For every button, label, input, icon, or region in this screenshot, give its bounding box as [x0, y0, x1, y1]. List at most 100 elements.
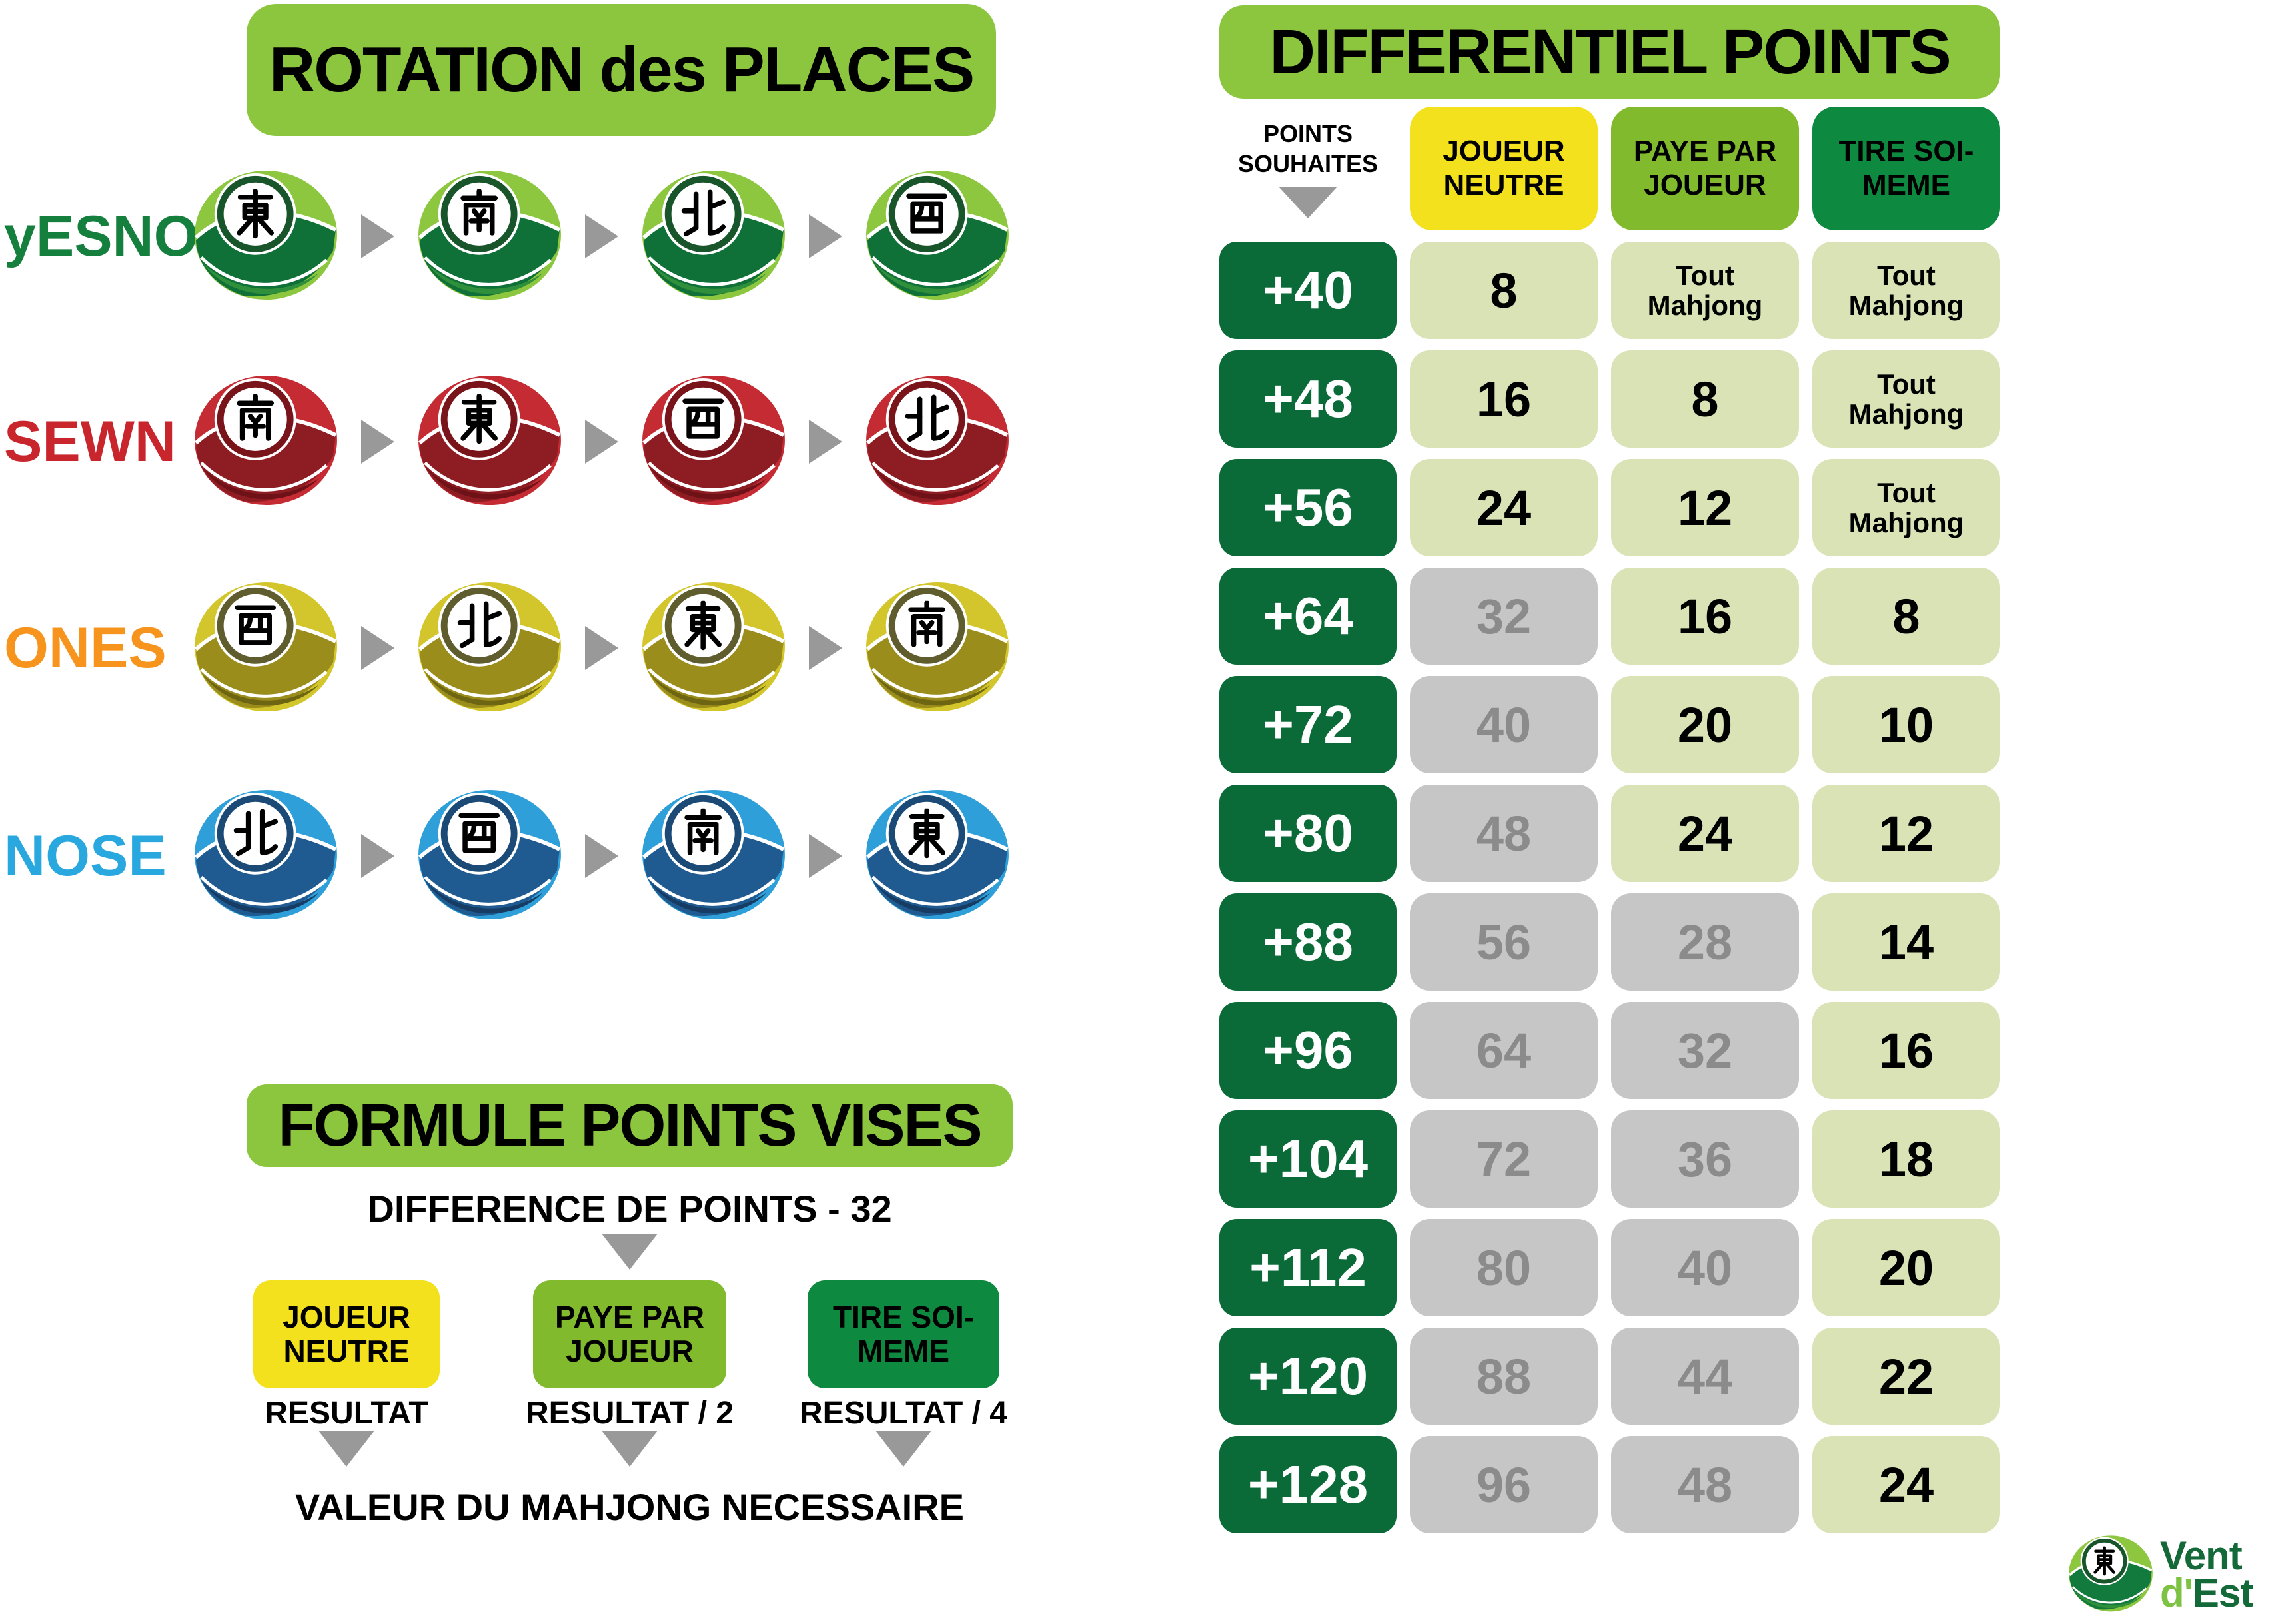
value-cell: 80: [1410, 1219, 1598, 1316]
cell-text: 12: [1878, 805, 1934, 861]
value-cell: 22: [1812, 1328, 2000, 1425]
cell-text: 16: [1677, 588, 1733, 644]
mahjong-ball-south: [866, 582, 1009, 712]
mahjong-ball-north: [866, 375, 1009, 506]
arrow-down-icon: [602, 1234, 658, 1270]
value-cell: 8: [1812, 568, 2000, 665]
value-cell: 88: [1410, 1328, 1598, 1425]
mahjong-ball-south: [195, 375, 337, 506]
value-cell: 96: [1410, 1436, 1598, 1533]
mahjong-ball-north: [195, 789, 337, 920]
value-cell: Tout Mahjong: [1812, 242, 2000, 339]
value-cell: 56: [1410, 893, 1598, 991]
rotation-row-label: NOSE: [4, 823, 167, 888]
cell-text: 88: [1476, 1348, 1532, 1404]
mahjong-ball-west: [418, 789, 561, 920]
logo-vent: Vent: [2160, 1533, 2243, 1579]
rotation-row-yESNO: yESNO: [4, 168, 1010, 305]
arrow-down-icon: [875, 1431, 931, 1467]
points-cell: +88: [1219, 893, 1397, 991]
mahjong-ball-east: [642, 582, 785, 712]
arrow-right-icon: [585, 214, 618, 258]
rotation-title: ROTATION des PLACES: [269, 34, 975, 105]
value-cell: 18: [1812, 1110, 2000, 1208]
mahjong-ball-east: [2069, 1535, 2153, 1612]
value-cell: 16: [1812, 1002, 2000, 1099]
diff-title-banner: DIFFERENTIEL POINTS: [1219, 5, 2000, 99]
value-cell: 64: [1410, 1002, 1598, 1099]
cell-text: 44: [1677, 1348, 1733, 1404]
value-cell: Tout Mahjong: [1611, 242, 1799, 339]
cell-text: Tout Mahjong: [1848, 259, 1964, 321]
cell-text: 64: [1476, 1022, 1532, 1078]
logo-ball: [2068, 1535, 2153, 1614]
column-header-paye-par-joueur: PAYE PAR JOUEUR: [1611, 107, 1799, 230]
rotation-row-label: SEWN: [4, 409, 176, 474]
diff-title: DIFFERENTIEL POINTS: [1269, 16, 1951, 87]
logo-line-2: d'Est: [2160, 1573, 2253, 1613]
value-cell: 10: [1812, 676, 2000, 773]
formule-footer: VALEUR DU MAHJONG NECESSAIRE: [295, 1486, 964, 1528]
value-cell: 28: [1611, 893, 1799, 991]
arrow-right-icon: [809, 214, 842, 258]
points-cell: +64: [1219, 568, 1397, 665]
column-header-label: TIRE SOI-MEME: [1838, 135, 1974, 201]
cell-text: 12: [1677, 480, 1733, 536]
cell-text: 20: [1878, 1240, 1934, 1296]
value-cell: 72: [1410, 1110, 1598, 1208]
formule-box-paye-par-joueur: PAYE PAR JOUEUR: [533, 1280, 726, 1388]
column-header-label: PAYE PAR JOUEUR: [1633, 135, 1777, 201]
logo-est: Est: [2192, 1570, 2253, 1615]
formule-title-banner: FORMULE POINTS VISES: [247, 1084, 1013, 1167]
points-cell: +104: [1219, 1110, 1397, 1208]
value-cell: 36: [1611, 1110, 1799, 1208]
points-cell: +120: [1219, 1328, 1397, 1425]
cell-text: 16: [1476, 371, 1532, 427]
value-cell: Tout Mahjong: [1812, 459, 2000, 556]
cell-text: 40: [1476, 697, 1532, 753]
cell-text: 28: [1677, 914, 1733, 970]
value-cell: 20: [1611, 676, 1799, 773]
points-cell: +40: [1219, 242, 1397, 339]
value-cell: 8: [1611, 350, 1799, 448]
cell-text: 32: [1476, 588, 1532, 644]
mahjong-ball-east: [418, 375, 561, 506]
mahjong-ball-east: [866, 789, 1009, 920]
value-cell: 32: [1611, 1002, 1799, 1099]
arrow-down-icon: [602, 1431, 658, 1467]
rotation-row-label: yESNO: [4, 204, 199, 268]
cell-text: 10: [1878, 697, 1934, 753]
value-cell: 24: [1410, 459, 1598, 556]
value-cell: 48: [1410, 785, 1598, 882]
diff-header-row: POINTS SOUHAITES JOUEUR NEUTRE PAYE PAR …: [1219, 107, 2000, 230]
mahjong-ball-south: [418, 170, 561, 300]
mahjong-ball-west: [195, 582, 337, 712]
arrow-down-icon: [318, 1431, 374, 1467]
cell-text: 8: [1892, 588, 1920, 644]
cell-text: 48: [1476, 805, 1532, 861]
arrow-right-icon: [585, 834, 618, 878]
arrow-right-icon: [809, 420, 842, 464]
cell-text: 20: [1677, 697, 1733, 753]
arrow-right-icon: [809, 834, 842, 878]
formule-result-tire-soi-meme: RESULTAT / 4: [800, 1396, 1007, 1431]
mahjong-ball-east: [195, 170, 337, 300]
points-cell: +48: [1219, 350, 1397, 448]
points-souhaites-label: POINTS SOUHAITES: [1237, 120, 1379, 177]
mahjong-ball-north: [642, 170, 785, 300]
column-header-joueur-neutre: JOUEUR NEUTRE: [1410, 107, 1598, 230]
column-header-points-souhaites: POINTS SOUHAITES: [1219, 107, 1397, 230]
diff-table-rows: +40 8 Tout Mahjong Tout Mahjong +48 16 8 Tout M…: [1219, 242, 2000, 1533]
cell-text: 24: [1677, 805, 1733, 861]
formule-subtitle: DIFFERENCE DE POINTS - 32: [367, 1188, 892, 1230]
arrow-right-icon: [361, 420, 394, 464]
cell-text: 56: [1476, 914, 1532, 970]
points-cell: +80: [1219, 785, 1397, 882]
formule-result-joueur-neutre: RESULTAT: [265, 1396, 428, 1431]
formule-box-tire-soi-meme: TIRE SOI-MEME: [808, 1280, 999, 1388]
value-cell: 12: [1812, 785, 2000, 882]
points-cell: +128: [1219, 1436, 1397, 1533]
value-cell: 32: [1410, 568, 1598, 665]
cell-text: 18: [1878, 1131, 1934, 1187]
cell-text: 22: [1878, 1348, 1934, 1404]
